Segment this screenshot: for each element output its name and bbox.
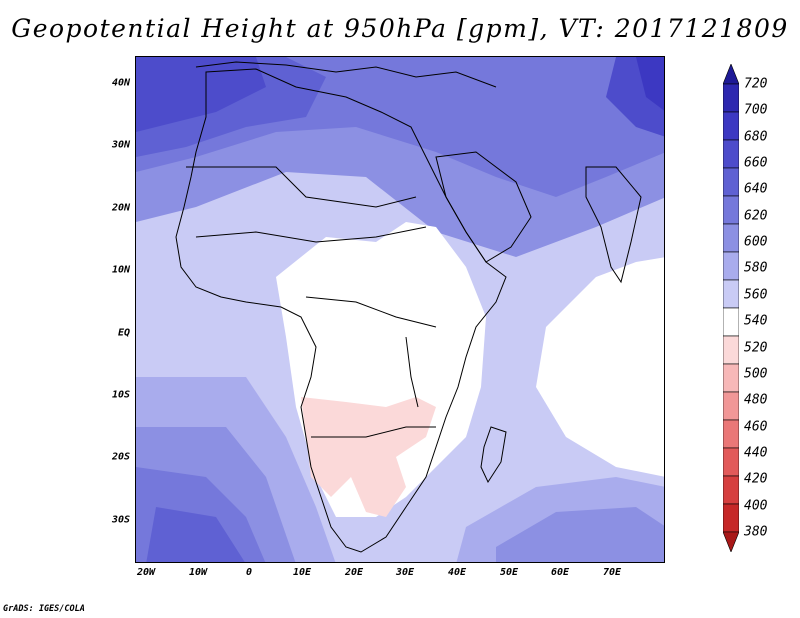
lon-label-70e: 70E [602, 567, 622, 578]
colorbar-segment [723, 419, 739, 449]
colorbar-label: 420 [744, 471, 768, 487]
grads-credit: GrADS: IGES/COLA [3, 604, 85, 614]
lon-label-20e: 20E [344, 567, 364, 578]
lon-label-10e: 10E [292, 567, 312, 578]
colorbar-label: 560 [744, 287, 768, 303]
colorbar-label: 400 [744, 498, 768, 514]
colorbar-bottom-arrow [723, 531, 739, 552]
colorbar-segment [723, 83, 739, 113]
border-central [305, 296, 437, 328]
colorbar-segments [723, 64, 739, 552]
colorbar-segment [723, 139, 739, 169]
lat-label-20s: 20S [111, 451, 130, 463]
colorbar-label: 620 [744, 208, 768, 224]
lat-label-30n: 30N [111, 139, 130, 151]
colorbar-segment [723, 111, 739, 141]
madagascar-coastline [480, 426, 507, 484]
border-sahel [195, 226, 427, 243]
colorbar-top-arrow [723, 64, 739, 85]
colorbar-segment [723, 335, 739, 365]
colorbar-segment [723, 475, 739, 505]
colorbar-segment [723, 195, 739, 225]
lon-label-50e: 50E [499, 567, 519, 578]
colorbar-label: 640 [744, 181, 768, 197]
colorbar-segment [723, 391, 739, 421]
colorbar-segment [723, 447, 739, 477]
colorbar-label: 580 [744, 260, 768, 276]
field-700 [636, 57, 664, 111]
europe-coastline [195, 61, 497, 88]
map-panel [135, 56, 665, 563]
lon-label-30e: 30E [395, 567, 415, 578]
colorbar-segment [723, 503, 739, 533]
colorbar-label: 600 [744, 234, 768, 250]
lon-label-20w: 20W [136, 567, 156, 578]
lat-label-10s: 10S [111, 389, 130, 401]
field-540-indian-ocean [536, 257, 664, 477]
colorbar-segment [723, 167, 739, 197]
border-lake-region [405, 336, 419, 408]
colorbar-segment [723, 363, 739, 393]
lat-label-20n: 20N [111, 202, 130, 214]
colorbar-label: 480 [744, 392, 768, 408]
colorbar-label: 460 [744, 419, 768, 435]
lon-label-60e: 60E [550, 567, 570, 578]
lat-label-eq: EQ [117, 327, 130, 339]
lon-label-10w: 10W [188, 567, 208, 578]
colorbar-label: 440 [744, 445, 768, 461]
field-660-south [146, 507, 245, 562]
colorbar-label: 500 [744, 366, 768, 382]
colorbar-segment [723, 279, 739, 309]
colorbar-label: 660 [744, 155, 768, 171]
field-620-southeast [496, 507, 664, 562]
chart-title: Geopotential Height at 950hPa [gpm], VT:… [11, 14, 789, 43]
colorbar-label: 680 [744, 129, 768, 145]
geopotential-map [136, 57, 664, 562]
colorbar-label: 720 [744, 76, 768, 92]
field-low-southern-africa [301, 397, 436, 517]
field-680 [136, 57, 266, 132]
colorbar-label: 700 [744, 102, 768, 118]
lon-label-40e: 40E [447, 567, 467, 578]
colorbar [723, 64, 739, 552]
lon-label-0: 0 [245, 567, 253, 578]
colorbar-label: 380 [744, 524, 768, 540]
border-south [311, 426, 436, 438]
lat-label-40n: 40N [111, 77, 130, 89]
colorbar-segment [723, 251, 739, 281]
colorbar-label: 520 [744, 340, 768, 356]
arabian-peninsula-coastline [435, 151, 532, 263]
lat-label-30s: 30S [111, 514, 130, 526]
colorbar-segment [723, 307, 739, 337]
colorbar-label: 540 [744, 313, 768, 329]
coastlines [175, 61, 642, 553]
colorbar-segment [723, 223, 739, 253]
lat-label-10n: 10N [111, 264, 130, 276]
africa-coastline [175, 68, 507, 553]
border-sahara [186, 166, 417, 208]
india-coastline [585, 166, 642, 284]
